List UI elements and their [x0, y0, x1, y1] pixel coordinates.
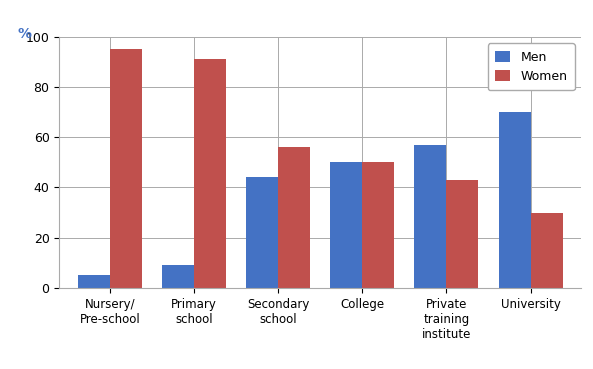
- Bar: [499, 112, 531, 288]
- Bar: [415, 145, 447, 288]
- Bar: [531, 213, 563, 288]
- Bar: [78, 275, 110, 288]
- Bar: [330, 162, 362, 288]
- Legend: Men, Women: Men, Women: [488, 43, 575, 90]
- Bar: [194, 59, 226, 288]
- Text: %: %: [18, 27, 31, 41]
- Bar: [246, 177, 278, 288]
- Bar: [362, 162, 394, 288]
- Bar: [447, 180, 479, 288]
- Bar: [278, 147, 310, 288]
- Bar: [162, 265, 194, 288]
- Bar: [110, 49, 142, 288]
